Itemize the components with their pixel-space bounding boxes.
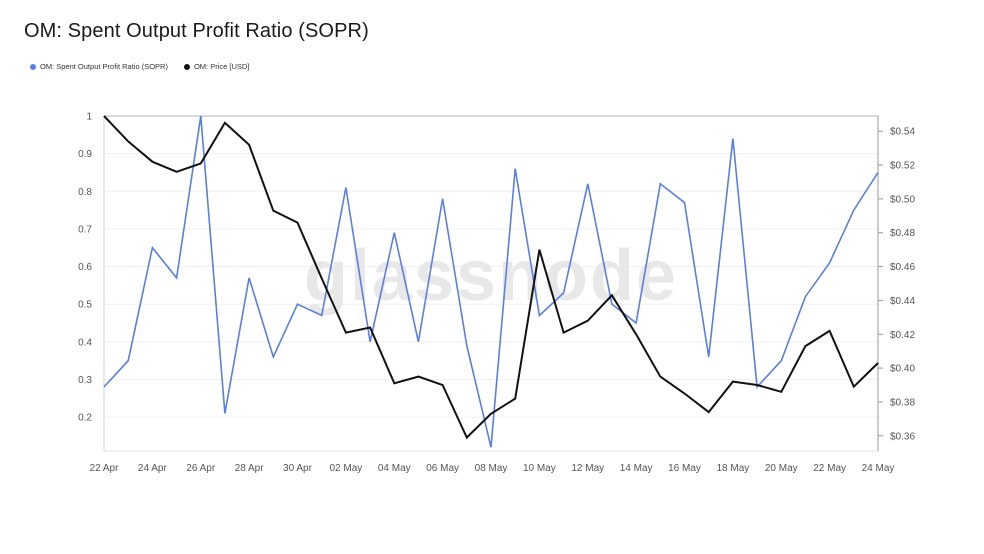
x-tick-label: 06 May [426,463,459,474]
y-right-tick-label: $0.48 [890,228,915,239]
x-tick-label: 18 May [716,463,749,474]
y-right-tick-label: $0.54 [890,127,915,138]
x-tick-label: 30 Apr [283,463,313,474]
x-tick-label: 14 May [620,463,653,474]
y-right-tick-label: $0.36 [890,431,915,442]
x-tick-label: 20 May [765,463,798,474]
x-tick-label: 16 May [668,463,701,474]
x-tick-label: 26 Apr [186,463,216,474]
y-left-tick-label: 0.7 [78,224,92,235]
x-tick-label: 02 May [329,463,362,474]
x-tick-label: 28 Apr [235,463,265,474]
y-left-tick-label: 0.6 [78,262,92,273]
legend-label-sopr: OM: Spent Output Profit Ratio (SOPR) [40,62,168,71]
series-line-sopr [103,115,879,448]
chart-title: OM: Spent Output Profit Ratio (SOPR) [24,20,369,42]
x-tick-label: 24 Apr [138,463,168,474]
y-left-tick-label: 0.2 [78,413,92,424]
legend-swatch-price [183,63,190,70]
legend-swatch-sopr [30,63,36,70]
watermark: glassnode [304,236,678,316]
y-right-tick-label: $0.50 [890,194,915,205]
y-left-tick-label: 0.9 [78,149,92,160]
x-tick-label: 24 May [862,463,895,474]
x-tick-label: 04 May [378,463,411,474]
y-right-tick-label: $0.38 [890,397,915,408]
y-right-tick-label: $0.42 [890,330,915,341]
y-right-tick-label: $0.40 [890,364,915,375]
y-right-tick-label: $0.44 [890,296,915,307]
x-tick-label: 22 Apr [90,463,120,474]
series-line-price [103,115,879,440]
y-axis-left-ticks: 1 0.9 0.8 0.7 0.6 0.5 0.4 0.3 0.2 [78,112,92,424]
axes [103,115,879,452]
legend-item-price[interactable]: OM: Price [USD] [183,62,250,71]
legend-label-price: OM: Price [USD] [193,62,250,71]
y-right-tick-label: $0.52 [890,161,915,172]
x-axis-ticks: 22 Apr 24 Apr 26 Apr 28 Apr 30 Apr 02 May 04 M… [90,463,895,474]
y-left-tick-label: 0.5 [78,300,92,311]
y-left-tick-label: 0.3 [78,375,92,386]
series-lines [103,115,879,448]
x-tick-label: 22 May [813,463,846,474]
legend: OM: Spent Output Profit Ratio (SOPR) OM:… [30,62,249,71]
x-tick-label: 10 May [523,463,556,474]
y-left-tick-label: 0.8 [78,187,92,198]
y-left-tick-label: 0.4 [78,337,92,348]
x-tick-label: 08 May [475,463,508,474]
y-axis-right-ticks: $0.54 $0.52 $0.50 $0.48 $0.46 $0.44 $0.42 $0.40… [878,127,915,442]
y-right-tick-label: $0.46 [890,262,915,273]
y-left-tick-label: 1 [86,112,92,123]
legend-item-sopr[interactable]: OM: Spent Output Profit Ratio (SOPR) [30,62,168,71]
x-tick-label: 12 May [571,463,604,474]
